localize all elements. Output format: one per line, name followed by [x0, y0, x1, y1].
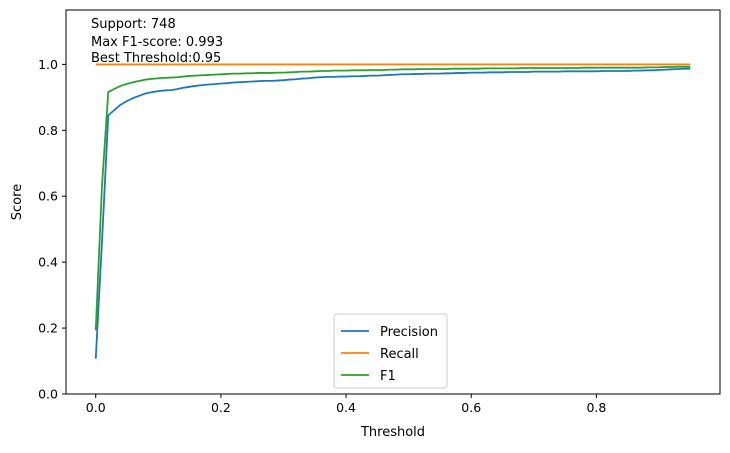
y-tick-label: 0.4	[38, 255, 58, 270]
annotation-support: Support: 748	[91, 17, 176, 32]
x-tick-label: 0.4	[336, 400, 356, 415]
annotation-best-threshold: Best Threshold:0.95	[91, 51, 221, 66]
y-tick-label: 1.0	[38, 57, 58, 72]
legend-box	[333, 313, 448, 389]
y-tick-label: 0.6	[38, 189, 58, 204]
legend: Precision Recall F1	[333, 313, 448, 389]
y-tick-label: 0.2	[38, 321, 58, 336]
x-tick-label: 0.8	[586, 400, 606, 415]
legend-label-recall: Recall	[380, 347, 419, 362]
series-layer	[94, 63, 691, 359]
x-axis-ticks: 0.0 0.2 0.4 0.6 0.8	[86, 394, 606, 415]
annotation-max-f1: Max F1-score: 0.993	[91, 35, 223, 50]
x-axis-title: Threshold	[360, 425, 425, 440]
series-line-f1	[94, 65, 691, 331]
y-tick-label: 0.0	[38, 387, 58, 402]
y-axis-title: Score	[10, 184, 25, 220]
plot-frame	[65, 9, 721, 395]
y-tick-label: 0.8	[38, 123, 58, 138]
legend-label-f1: F1	[380, 369, 396, 384]
x-tick-label: 0.6	[461, 400, 481, 415]
x-tick-label: 0.0	[86, 400, 106, 415]
series-line-precision	[94, 67, 691, 359]
y-axis-ticks: 0.0 0.2 0.4 0.6 0.8 1.0	[38, 57, 66, 402]
legend-label-precision: Precision	[380, 325, 438, 340]
x-tick-label: 0.2	[211, 400, 231, 415]
